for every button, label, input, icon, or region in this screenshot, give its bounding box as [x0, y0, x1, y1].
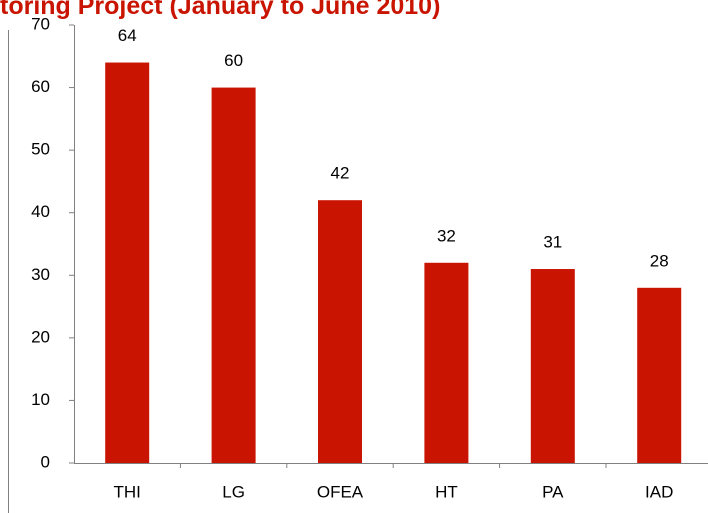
chart-title: toring Project (January to June 2010)	[0, 0, 440, 20]
y-tick-label: 0	[41, 452, 50, 471]
bar	[637, 287, 682, 463]
x-tick-label: LG	[222, 482, 245, 501]
y-tick-label: 10	[31, 390, 50, 409]
bar	[318, 200, 362, 463]
x-tick-label: HT	[435, 482, 458, 501]
y-tick-label: 40	[31, 202, 50, 221]
y-tick-label: 20	[31, 327, 50, 346]
y-tick-label: 30	[31, 265, 50, 284]
data-label: 42	[331, 164, 350, 183]
data-label: 32	[437, 226, 456, 245]
bar	[211, 87, 256, 464]
y-tick-label: 60	[31, 77, 50, 96]
data-label: 31	[543, 233, 562, 252]
x-tick-label: IAD	[645, 482, 673, 501]
y-tick-label: 70	[31, 14, 50, 33]
x-tick-label: OFEA	[317, 482, 364, 501]
data-label: 28	[650, 251, 669, 270]
bar	[105, 62, 150, 464]
x-tick-label: THI	[114, 482, 141, 501]
bar	[424, 262, 469, 463]
bar	[530, 269, 575, 463]
data-label: 64	[118, 26, 137, 45]
x-tick-label: PA	[542, 482, 564, 501]
y-tick-label: 50	[31, 140, 50, 159]
data-label: 60	[224, 51, 243, 70]
